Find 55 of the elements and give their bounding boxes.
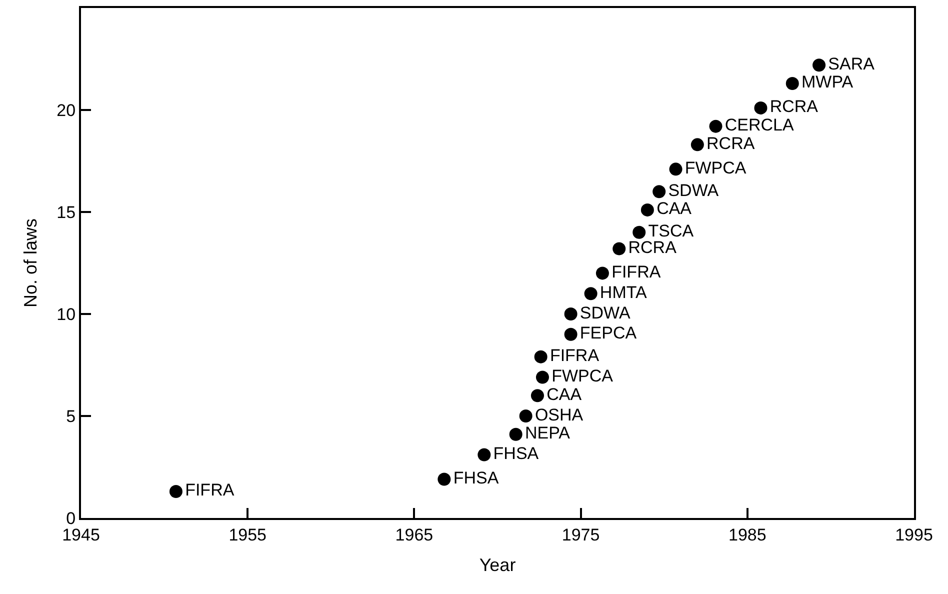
data-label: RCRA <box>706 134 756 153</box>
data-label: FWPCA <box>684 158 747 178</box>
point <box>812 58 826 72</box>
data-label: FIFRA <box>185 480 235 500</box>
data-label: OSHA <box>534 405 584 424</box>
y-tick-label: 20 <box>56 100 76 120</box>
point <box>438 472 451 486</box>
point <box>612 242 626 256</box>
x-axis-title: Year <box>479 555 516 575</box>
point <box>709 120 722 133</box>
point <box>690 138 704 152</box>
point <box>786 76 799 90</box>
point <box>536 370 549 384</box>
x-tick-label: 1955 <box>228 525 267 544</box>
data-label: FHSA <box>493 444 540 464</box>
x-tick-label: 1985 <box>728 525 766 544</box>
point <box>652 185 666 198</box>
y-tick-label: 15 <box>56 202 76 222</box>
data-label: CERCLA <box>724 116 794 135</box>
data-label: CAA <box>656 199 692 218</box>
point <box>564 328 578 341</box>
data-label: FEPCA <box>580 324 638 343</box>
point <box>509 428 522 441</box>
data-label: SDWA <box>668 180 720 200</box>
y-axis-title: No. of laws <box>20 218 40 308</box>
x-tick-label: 1995 <box>895 525 933 544</box>
x-tick-label: 1965 <box>395 525 434 544</box>
point <box>169 484 182 498</box>
point <box>564 308 578 320</box>
data-label: HMTA <box>600 282 648 302</box>
data-label: FHSA <box>453 468 500 488</box>
data-label: FIFRA <box>612 262 662 282</box>
data-label: FIFRA <box>550 346 600 366</box>
y-tick-label: 10 <box>56 304 76 324</box>
point <box>754 101 768 114</box>
data-label: FWPCA <box>552 366 614 386</box>
x-tick-label: 1975 <box>562 525 600 544</box>
point <box>519 410 532 422</box>
point <box>530 389 544 402</box>
point <box>584 287 598 300</box>
point <box>632 226 646 239</box>
point <box>640 203 654 216</box>
y-tick-label: 0 <box>66 508 76 528</box>
y-tick-label: 5 <box>66 406 76 426</box>
data-label: SDWA <box>580 303 631 322</box>
point <box>534 350 548 364</box>
x-tick-label: 1945 <box>62 525 100 544</box>
point <box>669 162 682 176</box>
data-label: CAA <box>546 384 582 404</box>
point <box>596 266 609 280</box>
data-label: RCRA <box>770 97 819 116</box>
data-label: SARA <box>828 54 876 74</box>
data-label: NEPA <box>524 424 571 443</box>
point <box>478 448 491 462</box>
data-label: MWPA <box>802 72 854 92</box>
